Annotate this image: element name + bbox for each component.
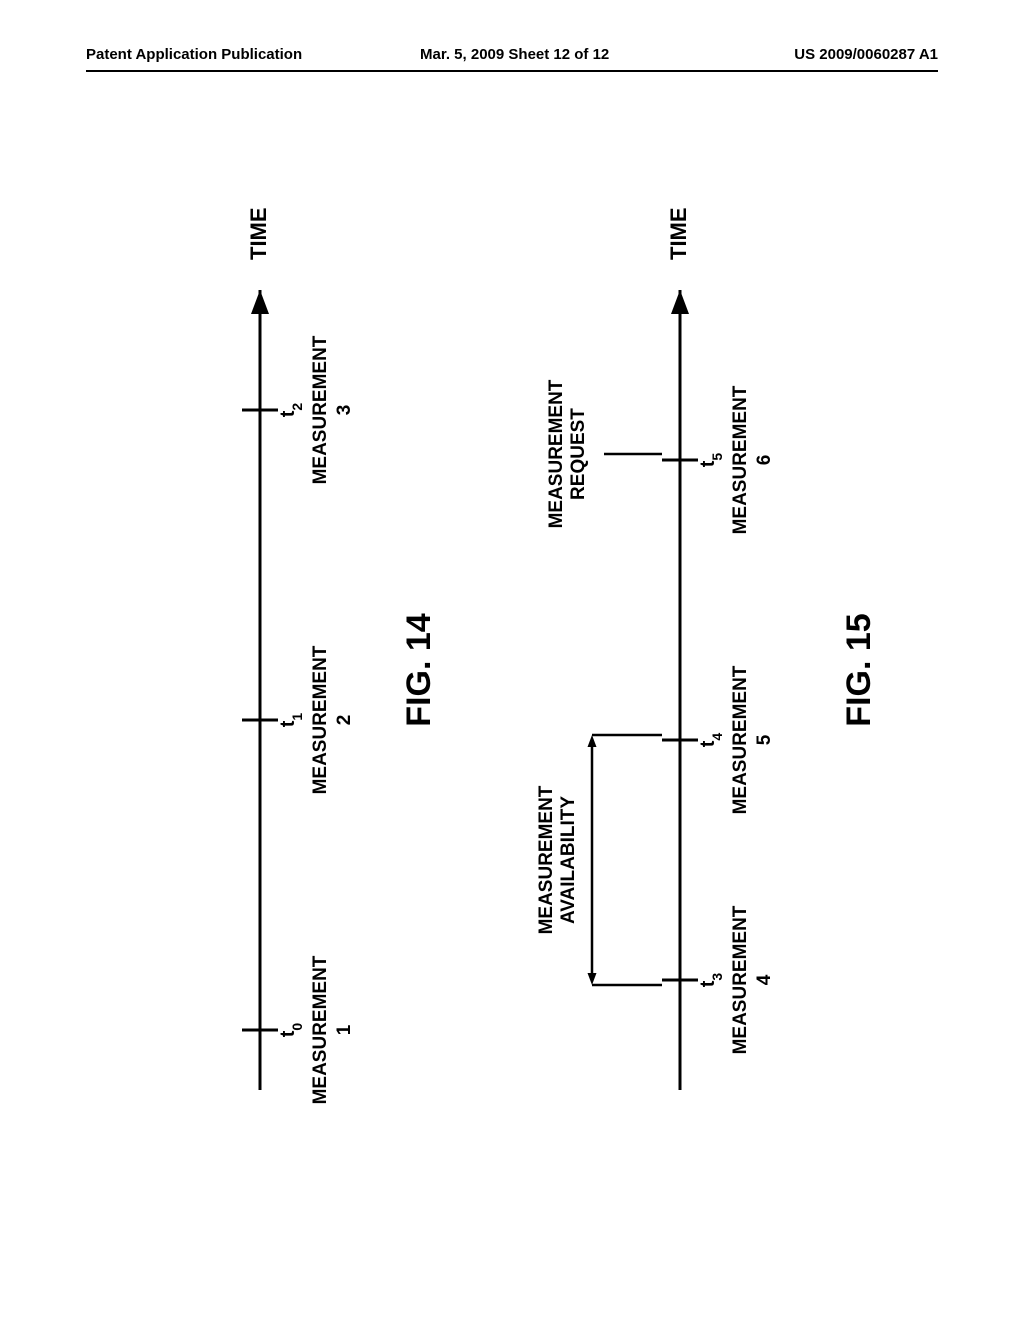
svg-text:AVAILABILITY: AVAILABILITY [558, 796, 579, 924]
svg-text:MEASUREMENT: MEASUREMENT [730, 905, 751, 1054]
svg-text:1: 1 [334, 1024, 355, 1035]
header-mid: Mar. 5, 2009 Sheet 12 of 12 [420, 46, 609, 63]
page-header: Patent Application Publication Mar. 5, 2… [0, 46, 1024, 76]
svg-text:t5: t5 [697, 453, 725, 468]
svg-text:6: 6 [754, 455, 775, 466]
svg-text:t0: t0 [277, 1023, 305, 1038]
svg-text:t4: t4 [697, 733, 725, 748]
svg-text:5: 5 [754, 734, 775, 745]
svg-text:REQUEST: REQUEST [568, 408, 589, 500]
svg-text:t2: t2 [277, 403, 305, 418]
svg-text:MEASUREMENT: MEASUREMENT [310, 955, 331, 1104]
svg-text:MEASUREMENT: MEASUREMENT [536, 785, 557, 934]
svg-text:t3: t3 [697, 973, 725, 988]
svg-text:TIME: TIME [246, 207, 271, 260]
svg-text:FIG. 15: FIG. 15 [840, 613, 878, 726]
svg-text:4: 4 [754, 974, 775, 985]
diagram-svg: TIMEt0MEASUREMENT1t1MEASUREMENT2t2MEASUR… [0, 180, 1024, 1160]
svg-text:MEASUREMENT: MEASUREMENT [310, 645, 331, 794]
svg-text:MEASUREMENT: MEASUREMENT [730, 665, 751, 814]
svg-text:FIG. 14: FIG. 14 [400, 613, 438, 726]
svg-text:MEASUREMENT: MEASUREMENT [730, 385, 751, 534]
svg-text:MEASUREMENT: MEASUREMENT [310, 335, 331, 484]
svg-text:3: 3 [334, 405, 355, 416]
svg-text:TIME: TIME [666, 207, 691, 260]
header-rule [86, 70, 938, 72]
svg-text:t1: t1 [277, 713, 305, 728]
svg-text:2: 2 [334, 715, 355, 726]
svg-text:MEASUREMENT: MEASUREMENT [546, 379, 567, 528]
header-left: Patent Application Publication [86, 46, 302, 63]
diagram-stage: TIMEt0MEASUREMENT1t1MEASUREMENT2t2MEASUR… [0, 180, 1024, 1160]
header-right: US 2009/0060287 A1 [794, 46, 938, 63]
